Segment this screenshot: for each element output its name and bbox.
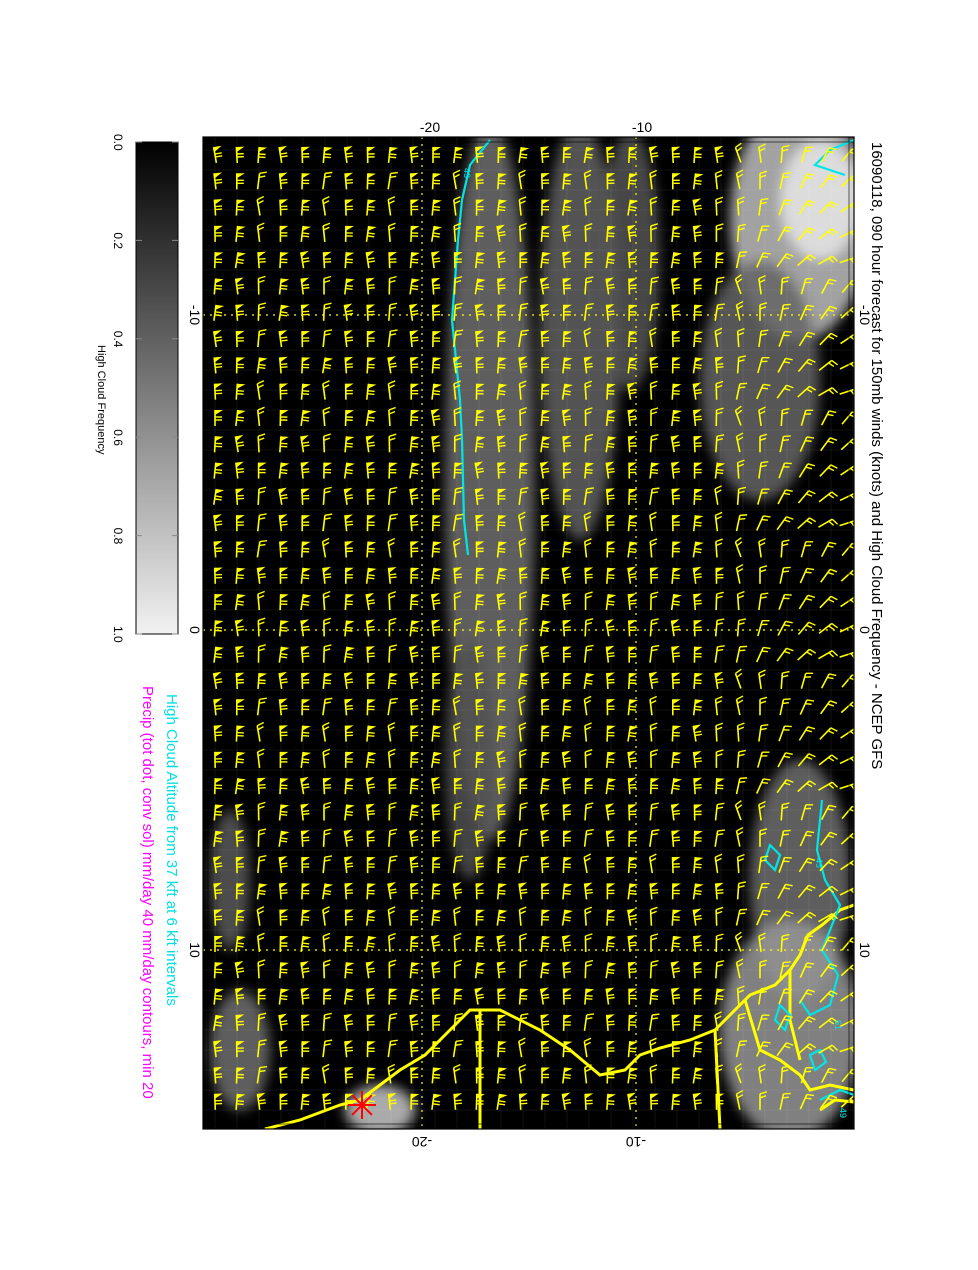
legend-cloud-altitude: High Cloud Altitude from 37 kft at 6 kft… <box>163 694 180 1006</box>
contour-value-label: 49 <box>838 1108 848 1118</box>
contour-value-label: 43 <box>462 168 472 178</box>
lon-label-right: 0 <box>857 626 873 634</box>
colorbar-ramp <box>136 142 178 634</box>
colorbar-tick-label: 1.0 <box>111 626 125 643</box>
location-marker <box>348 1091 376 1119</box>
colorbar-tick-label: 0.4 <box>111 331 125 348</box>
colorbar-tick-label: 0.8 <box>111 528 125 545</box>
colorbar: High Cloud Frequency 0.0 0.2 0.4 0.6 0.8 1.0 <box>95 134 178 643</box>
contour-value-label: 43 <box>814 858 824 868</box>
colorbar-tick-label: 0.6 <box>111 429 125 446</box>
lon-label-left: 10 <box>187 942 203 958</box>
lat-label-bottom: -20 <box>412 1134 432 1150</box>
map-panel <box>203 100 870 1140</box>
contour-value-label: 61 <box>833 1020 843 1030</box>
cloud-region <box>445 640 495 880</box>
lon-label-left: 0 <box>187 626 203 634</box>
lat-label-top: -20 <box>420 119 440 135</box>
map-title: 16090118, 090 hour forecast for 150mb wi… <box>868 142 885 769</box>
cloud-region <box>780 140 860 260</box>
colorbar-tick-label: 0.2 <box>111 232 125 249</box>
colorbar-label: High Cloud Frequency <box>95 345 107 455</box>
legend-precip: Precip (tot dot, conv sol) mm/day 40 mm/… <box>139 686 156 1099</box>
colorbar-tick-label: 0.0 <box>111 134 125 151</box>
lat-label-top: -10 <box>632 119 652 135</box>
lon-label-right: 10 <box>857 942 873 958</box>
lat-label-bottom: -10 <box>626 1134 646 1150</box>
lon-label-left: -10 <box>187 305 203 325</box>
lon-label-right: -10 <box>857 305 873 325</box>
